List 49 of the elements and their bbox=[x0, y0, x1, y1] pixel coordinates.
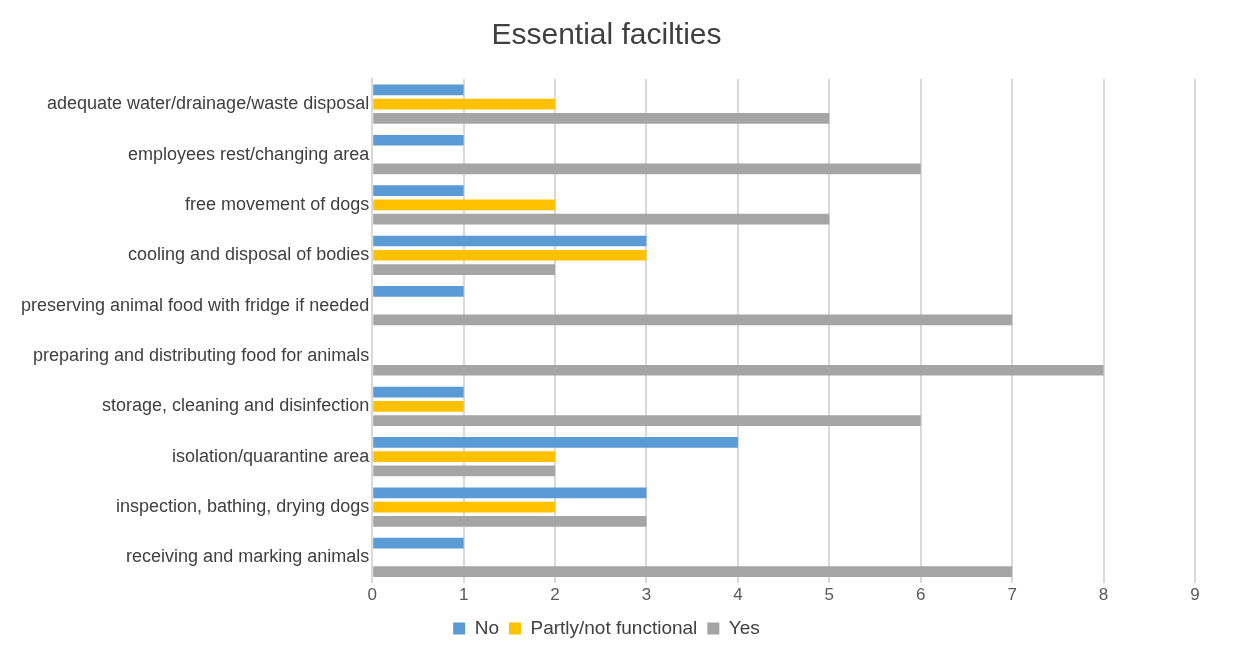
x-tick-label: 1 bbox=[458, 585, 469, 605]
bar bbox=[373, 84, 464, 96]
bar bbox=[373, 537, 464, 549]
bar bbox=[373, 314, 1013, 326]
y-tick-label: receiving and marking animals bbox=[126, 546, 370, 567]
bar bbox=[373, 437, 738, 448]
bar bbox=[373, 264, 556, 275]
bar bbox=[373, 213, 830, 225]
bar bbox=[373, 249, 647, 261]
x-tick-label: 4 bbox=[733, 585, 743, 605]
bar bbox=[373, 487, 647, 499]
y-tick-label: preserving animal food with fridge if needed bbox=[20, 294, 370, 315]
y-tick-label: preparing and distributing food for animals bbox=[33, 344, 370, 365]
bar bbox=[373, 185, 464, 196]
y-tick-label: employees rest/changing area bbox=[128, 143, 371, 164]
y-tick-label: isolation/quarantine area bbox=[172, 445, 371, 466]
y-tick-label: free movement of dogs bbox=[185, 193, 370, 214]
x-tick-label: 2 bbox=[550, 585, 560, 605]
bar bbox=[373, 515, 647, 527]
x-tick-label: 8 bbox=[1098, 585, 1109, 605]
y-tick-label: cooling and disposal of bodies bbox=[128, 244, 370, 265]
bar bbox=[373, 566, 1013, 578]
x-tick-label: 7 bbox=[1007, 585, 1017, 605]
bar bbox=[373, 98, 556, 110]
legend-label: Partly/not functional bbox=[530, 616, 698, 638]
x-tick-label: 9 bbox=[1190, 585, 1200, 605]
x-tick-label: 3 bbox=[641, 585, 652, 605]
bar bbox=[373, 415, 921, 426]
y-tick-label: inspection, bathing, drying dogs bbox=[116, 496, 370, 517]
bar bbox=[373, 364, 1104, 376]
bar bbox=[373, 134, 464, 146]
x-tick-label: 0 bbox=[367, 585, 377, 605]
bar bbox=[373, 400, 464, 412]
bar bbox=[373, 113, 830, 124]
x-tick-label: 5 bbox=[824, 585, 835, 605]
bar bbox=[373, 386, 464, 398]
legend-label: Yes bbox=[728, 616, 760, 638]
legend-label: No bbox=[474, 616, 499, 638]
bar bbox=[373, 199, 556, 211]
y-tick-label: adequate water/drainage/waste disposal bbox=[46, 93, 370, 114]
bar bbox=[373, 286, 464, 297]
bar bbox=[373, 451, 556, 463]
bar bbox=[373, 465, 556, 477]
x-tick-label: 6 bbox=[916, 585, 926, 605]
bar bbox=[373, 163, 921, 175]
bar bbox=[373, 501, 556, 513]
chart-title: Essential facilties bbox=[491, 17, 722, 51]
bar bbox=[373, 235, 647, 247]
y-tick-label: storage, cleaning and disinfection bbox=[102, 395, 370, 416]
